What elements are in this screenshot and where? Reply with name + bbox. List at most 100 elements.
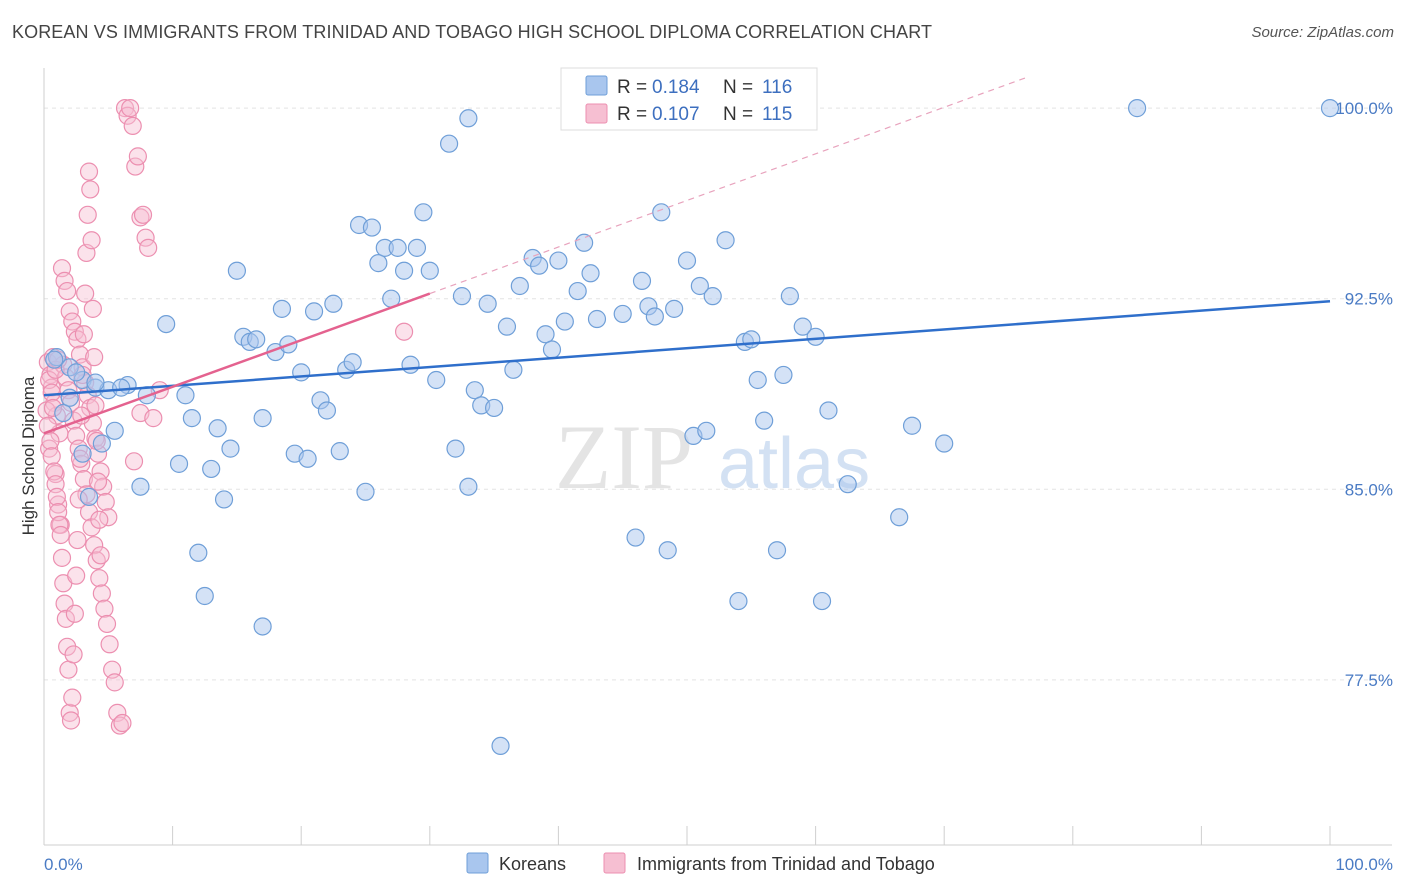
korean-point bbox=[530, 256, 549, 275]
korean-point bbox=[298, 449, 317, 468]
trinidad-point bbox=[79, 162, 99, 181]
series-koreans-points bbox=[45, 99, 1340, 756]
korean-point bbox=[420, 261, 439, 280]
korean-point bbox=[202, 459, 221, 479]
legend-swatch-koreans bbox=[585, 75, 608, 96]
trinidad-point bbox=[100, 635, 119, 654]
trinidad-point bbox=[144, 409, 163, 428]
trinidad-point bbox=[82, 231, 101, 250]
trinidad-point bbox=[60, 703, 79, 722]
korean-point bbox=[304, 302, 324, 321]
korean-point bbox=[806, 327, 825, 346]
korean-point bbox=[665, 299, 684, 318]
trinidad-point bbox=[64, 645, 83, 664]
korean-point bbox=[208, 419, 227, 438]
trinidad-point bbox=[41, 431, 60, 451]
trinidad-point bbox=[97, 614, 117, 634]
korean-point bbox=[819, 401, 838, 420]
korean-point bbox=[45, 350, 64, 369]
y-tick-label: 100.0% bbox=[1335, 99, 1393, 118]
korean-point bbox=[105, 421, 124, 440]
trinidad-point bbox=[58, 637, 77, 656]
korean-point bbox=[401, 355, 420, 374]
korean-point bbox=[182, 409, 201, 428]
trinidad-point bbox=[139, 238, 158, 257]
korean-point bbox=[581, 264, 600, 283]
legend-n-label-koreans: N = bbox=[723, 77, 753, 98]
korean-point bbox=[613, 304, 632, 324]
korean-point bbox=[774, 365, 793, 385]
korean-point bbox=[330, 442, 349, 461]
korean-point bbox=[767, 541, 787, 560]
korean-point bbox=[292, 363, 311, 382]
trinidad-point bbox=[113, 713, 132, 733]
korean-point bbox=[446, 439, 465, 458]
y-tick-label: 77.5% bbox=[1345, 671, 1393, 690]
korean-point bbox=[131, 477, 150, 496]
trinidad-point bbox=[42, 447, 61, 466]
bottom-legend-label-trinidad: Immigrants from Trinidad and Tobago bbox=[637, 854, 935, 874]
trinidad-point bbox=[68, 530, 87, 550]
korean-point bbox=[652, 203, 671, 222]
grid-lines bbox=[44, 107, 1392, 681]
korean-point bbox=[362, 218, 382, 237]
korean-point bbox=[388, 238, 407, 257]
watermark: ZIP atlas bbox=[555, 406, 870, 508]
legend-r-label-trinidad: R = bbox=[617, 104, 647, 125]
axes bbox=[43, 68, 1392, 846]
trinidad-point bbox=[81, 180, 100, 199]
trinidad-point bbox=[82, 518, 101, 537]
korean-point bbox=[356, 482, 375, 501]
trinidad-point bbox=[52, 548, 72, 567]
korean-point bbox=[54, 403, 73, 423]
korean-point bbox=[491, 736, 510, 756]
korean-point bbox=[902, 416, 922, 435]
trinidad-point bbox=[83, 299, 102, 318]
chart-title: KOREAN VS IMMIGRANTS FROM TRINIDAD AND T… bbox=[12, 22, 933, 42]
bottom-legend-label-koreans: Koreans bbox=[499, 854, 566, 874]
trinidad-point bbox=[85, 348, 104, 367]
trinidad-point bbox=[121, 99, 140, 118]
korean-point bbox=[935, 434, 954, 453]
korean-point bbox=[221, 439, 240, 458]
legend-r-value-koreans: 0.184 bbox=[652, 77, 700, 98]
korean-point bbox=[748, 370, 767, 390]
top-legend: R = 0.184 N = 116 R = 0.107 N = 115 bbox=[560, 67, 818, 131]
korean-point bbox=[324, 294, 343, 313]
korean-point bbox=[414, 203, 433, 222]
korean-point bbox=[227, 261, 246, 280]
trinidad-trend-line bbox=[43, 292, 431, 435]
trinidad-point bbox=[61, 711, 81, 730]
korean-point bbox=[112, 378, 131, 397]
series-trinidad-points bbox=[37, 99, 414, 735]
korean-point bbox=[838, 475, 857, 494]
trinidad-point bbox=[105, 673, 124, 692]
korean-point bbox=[73, 444, 92, 463]
bottom-legend: Koreans Immigrants from Trinidad and Tob… bbox=[466, 852, 935, 874]
korean-point bbox=[742, 330, 761, 349]
trinidad-point bbox=[95, 599, 114, 618]
korean-point bbox=[452, 287, 472, 306]
korean-point bbox=[427, 370, 446, 390]
legend-r-value-trinidad: 0.107 bbox=[652, 104, 700, 125]
korean-point bbox=[86, 373, 105, 392]
korean-point bbox=[459, 477, 478, 496]
korean-point bbox=[465, 381, 484, 400]
trinidad-point bbox=[96, 492, 115, 512]
y-tick-label: 92.5% bbox=[1345, 290, 1393, 309]
bottom-legend-swatch-koreans bbox=[466, 852, 489, 874]
bottom-legend-swatch-trinidad bbox=[603, 852, 626, 874]
trinidad-point bbox=[85, 536, 104, 555]
korean-point bbox=[214, 490, 234, 509]
korean-point bbox=[690, 276, 709, 296]
korean-point bbox=[510, 276, 529, 296]
trinidad-trend-extension bbox=[429, 77, 1027, 295]
korean-point bbox=[497, 317, 517, 336]
trinidad-point bbox=[42, 383, 61, 402]
korean-point bbox=[169, 454, 189, 473]
korean-point bbox=[79, 487, 99, 506]
trinidad-point bbox=[56, 609, 75, 628]
korean-point bbox=[439, 134, 459, 153]
legend-swatch-trinidad bbox=[585, 103, 608, 124]
